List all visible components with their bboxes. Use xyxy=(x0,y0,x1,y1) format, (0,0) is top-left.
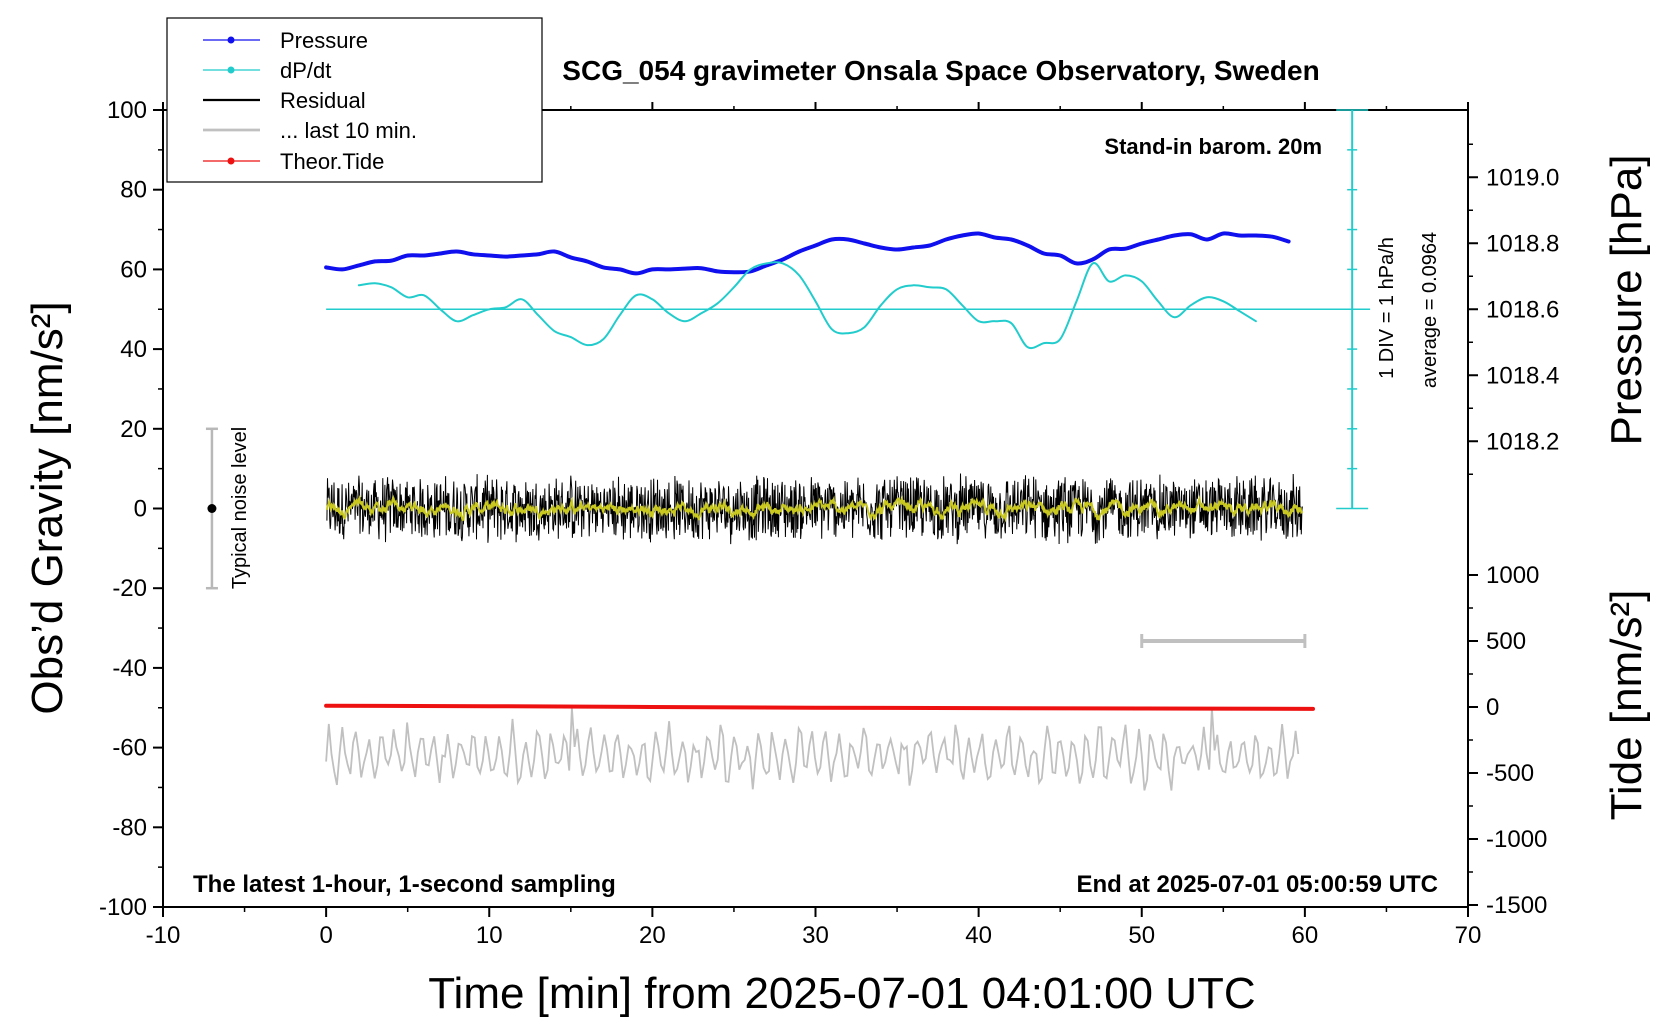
y-tick-label-left: -100 xyxy=(99,894,147,921)
y-axis-title-left: Obs’d Gravity [nm/s²] xyxy=(23,301,72,714)
x-tick-label: 40 xyxy=(965,922,992,949)
x-tick-label: 0 xyxy=(319,922,332,949)
last-10min-line xyxy=(325,707,1300,791)
y-tick-label-left: 40 xyxy=(120,336,147,363)
tide-tick-label: 0 xyxy=(1486,694,1499,721)
pressure-tick-label: 1018.4 xyxy=(1486,362,1559,389)
y-tick-label-left: 60 xyxy=(120,256,147,283)
pressure-tick-label: 1018.8 xyxy=(1486,230,1559,257)
tide-tick-label: -1500 xyxy=(1486,892,1547,919)
x-tick-label: 30 xyxy=(802,922,829,949)
y-tick-label-left: 20 xyxy=(120,416,147,443)
x-tick-label: -10 xyxy=(146,922,181,949)
y-tick-label-left: -80 xyxy=(112,814,147,841)
pressure-tick-label: 1018.6 xyxy=(1486,296,1559,323)
pressure-tick-label: 1018.2 xyxy=(1486,428,1559,455)
legend-marker-pressure xyxy=(227,36,235,44)
x-tick-label: 60 xyxy=(1292,922,1319,949)
x-tick-label: 50 xyxy=(1128,922,1155,949)
pressure-tick-label: 1019.0 xyxy=(1486,164,1559,191)
y-tick-label-left: 100 xyxy=(107,97,147,124)
y-tick-label-left: -60 xyxy=(112,735,147,762)
average-label: average = 0.0964 xyxy=(1419,232,1441,388)
legend: Pressure dP/dt Residual ... last 10 min.… xyxy=(166,17,543,183)
noise-center-dot xyxy=(207,504,217,513)
residual-series xyxy=(325,473,1304,791)
tide-tick-label: 500 xyxy=(1486,628,1526,655)
end-time-note: End at 2025-07-01 05:00:59 UTC xyxy=(1077,871,1439,898)
legend-marker-tide xyxy=(227,157,235,165)
x-tick-label: 10 xyxy=(476,922,503,949)
x-axis-title: Time [min] from 2025-07-01 04:01:00 UTC xyxy=(428,969,1255,1018)
noise-level-label: Typical noise level xyxy=(229,427,251,589)
div-scale-label: 1 DIV = 1 hPa/h xyxy=(1376,237,1398,379)
chart-title: SCG_054 gravimeter Onsala Space Observat… xyxy=(562,55,1319,86)
x-tick-label: 20 xyxy=(639,922,666,949)
legend-label-last10: ... last 10 min. xyxy=(280,118,417,143)
tide-tick-label: -1000 xyxy=(1486,826,1547,853)
residual-line xyxy=(326,473,1303,545)
y-tick-label-left: -20 xyxy=(112,575,147,602)
y-tick-label-left: 0 xyxy=(134,496,147,523)
tide-tick-label: 1000 xyxy=(1486,562,1539,589)
series-lines xyxy=(324,231,1315,711)
legend-marker-dpdt xyxy=(227,66,235,74)
y-axis-title-tide: Tide [nm/s²] xyxy=(1602,590,1651,821)
series-line-pressure xyxy=(324,231,1291,276)
legend-label-tide: Theor.Tide xyxy=(280,149,384,174)
reference-lines xyxy=(205,109,1371,648)
y-tick-label-left: -40 xyxy=(112,655,147,682)
tide-tick-label: -500 xyxy=(1486,760,1534,787)
y-tick-label-left: 80 xyxy=(120,177,147,204)
series-line-theor-tide xyxy=(324,703,1315,711)
series-line-dp-dt xyxy=(357,261,1257,350)
x-tick-label: 70 xyxy=(1455,922,1482,949)
latest-hour-note: The latest 1-hour, 1-second sampling xyxy=(193,871,616,898)
y-axis-title-pressure: Pressure [hPa] xyxy=(1602,154,1651,445)
barometer-note: Stand-in barom. 20m xyxy=(1104,134,1322,159)
axes: -10 0 10 20 30 40 50 60 70100806040200-20-40-60-… xyxy=(99,97,1559,949)
legend-label-pressure: Pressure xyxy=(280,28,368,53)
legend-label-dpdt: dP/dt xyxy=(280,58,331,83)
residual-smoothed-line xyxy=(325,494,1304,523)
legend-label-residual: Residual xyxy=(280,88,366,113)
